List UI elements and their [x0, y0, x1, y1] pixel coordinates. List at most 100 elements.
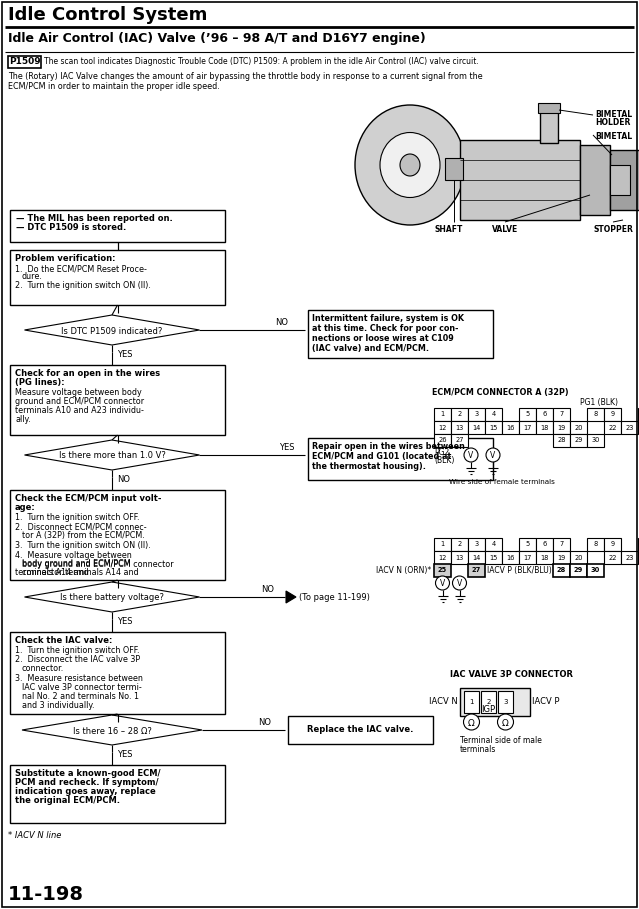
Text: IAC valve 3P connector termi-: IAC valve 3P connector termi-	[22, 683, 142, 692]
Text: YES: YES	[117, 750, 132, 759]
Text: ECM/PCM and G101 (located at: ECM/PCM and G101 (located at	[312, 452, 451, 461]
Text: 28: 28	[557, 567, 566, 574]
Bar	[538, 103, 560, 113]
Bar	[604, 408, 621, 421]
Text: 8: 8	[594, 412, 597, 417]
Bar	[288, 716, 433, 744]
Text: V: V	[440, 578, 445, 587]
Text: Idle Air Control (IAC) Valve (’96 – 98 A/T and D16Y7 engine): Idle Air Control (IAC) Valve (’96 – 98 A…	[8, 32, 426, 45]
Text: Check the ECM/PCM input volt-: Check the ECM/PCM input volt-	[15, 494, 162, 503]
Bar	[464, 691, 479, 713]
Text: 15: 15	[489, 425, 498, 431]
Bar	[570, 551, 587, 564]
Bar	[498, 691, 513, 713]
Text: (To page 11-199): (To page 11-199)	[299, 594, 370, 603]
Text: dure.: dure.	[22, 272, 43, 281]
Text: SHAFT: SHAFT	[435, 225, 463, 234]
Bar	[587, 538, 604, 551]
Text: HOLDER: HOLDER	[595, 118, 631, 127]
Bar	[536, 538, 553, 551]
Text: 4: 4	[491, 542, 496, 547]
Circle shape	[436, 576, 449, 590]
Bar	[638, 408, 639, 421]
Bar	[604, 538, 621, 551]
Bar	[587, 408, 604, 421]
Text: BIMETAL: BIMETAL	[595, 132, 632, 141]
Bar	[468, 408, 485, 421]
Bar	[10, 250, 225, 305]
Text: 13: 13	[456, 425, 464, 431]
Bar	[553, 564, 570, 577]
Text: The (Rotary) IAC Valve changes the amount of air bypassing the throttle body in : The (Rotary) IAC Valve changes the amoun…	[8, 72, 482, 81]
Bar	[434, 564, 451, 577]
Bar	[519, 538, 536, 551]
Text: 1: 1	[440, 542, 445, 547]
Ellipse shape	[400, 154, 420, 176]
Text: 6: 6	[543, 542, 546, 547]
Bar	[502, 551, 519, 564]
Text: (BLK): (BLK)	[434, 456, 454, 465]
Text: 3: 3	[504, 699, 508, 705]
Text: terminals: terminals	[460, 745, 497, 754]
Text: Measure voltage between body: Measure voltage between body	[15, 388, 142, 397]
Text: 3: 3	[474, 412, 479, 417]
Bar	[570, 564, 587, 577]
Bar	[434, 434, 451, 447]
Text: YES: YES	[117, 617, 132, 626]
Text: the thermostat housing).: the thermostat housing).	[312, 462, 426, 471]
Text: 22: 22	[608, 425, 617, 431]
Text: 2: 2	[458, 412, 461, 417]
Text: NO: NO	[261, 585, 275, 594]
Text: 5: 5	[525, 542, 530, 547]
Text: indication goes away, replace: indication goes away, replace	[15, 787, 156, 796]
Bar	[10, 490, 225, 580]
Text: 3.  Turn the ignition switch ON (II).: 3. Turn the ignition switch ON (II).	[15, 541, 151, 550]
Text: the original ECM/PCM.: the original ECM/PCM.	[15, 796, 120, 805]
Text: Is DTC P1509 indicated?: Is DTC P1509 indicated?	[61, 326, 163, 335]
Text: 19: 19	[557, 425, 566, 431]
Text: 9: 9	[610, 542, 615, 547]
Bar	[460, 688, 530, 716]
Bar	[553, 421, 570, 434]
Text: connector.: connector.	[22, 664, 65, 673]
Text: V: V	[468, 451, 473, 460]
Text: STOPPER: STOPPER	[593, 225, 633, 234]
Bar	[460, 140, 580, 220]
Text: 3: 3	[474, 542, 479, 547]
Text: 1.  Do the ECM/PCM Reset Proce-: 1. Do the ECM/PCM Reset Proce-	[15, 264, 147, 273]
Text: 12: 12	[438, 554, 447, 561]
Text: V: V	[457, 578, 462, 587]
Bar	[8, 56, 41, 68]
Text: 16: 16	[506, 554, 514, 561]
Polygon shape	[24, 440, 199, 470]
Bar	[587, 434, 604, 447]
Text: NO: NO	[275, 318, 288, 327]
Text: IACV N: IACV N	[429, 697, 458, 706]
Bar	[434, 538, 451, 551]
Text: Terminal side of male: Terminal side of male	[460, 736, 542, 745]
Text: YES: YES	[279, 443, 295, 452]
Text: 3.  Measure resistance between: 3. Measure resistance between	[15, 674, 143, 683]
Text: IACV P: IACV P	[532, 697, 560, 706]
Bar	[519, 551, 536, 564]
Text: 2: 2	[458, 542, 461, 547]
Bar	[553, 434, 570, 447]
Text: 27: 27	[455, 437, 464, 444]
Bar	[485, 421, 502, 434]
Text: Check for an open in the wires: Check for an open in the wires	[15, 369, 160, 378]
Bar	[481, 691, 496, 713]
Text: (PG lines):: (PG lines):	[15, 378, 65, 387]
Circle shape	[463, 714, 479, 730]
Bar	[468, 421, 485, 434]
Ellipse shape	[355, 105, 465, 225]
Text: 30: 30	[591, 567, 600, 574]
Bar	[10, 210, 225, 242]
Text: 2: 2	[486, 699, 491, 705]
Text: IACV N (ORN)*: IACV N (ORN)*	[376, 566, 431, 575]
Text: 23: 23	[626, 425, 634, 431]
Text: terminals A10 and A23 individu-: terminals A10 and A23 individu-	[15, 406, 144, 415]
Text: Repair open in the wires between: Repair open in the wires between	[312, 442, 465, 451]
Text: The scan tool indicates Diagnostic Trouble Code (DTC) P1509: A problem in the id: The scan tool indicates Diagnostic Troub…	[44, 57, 479, 66]
Circle shape	[464, 448, 478, 462]
Bar	[570, 434, 587, 447]
